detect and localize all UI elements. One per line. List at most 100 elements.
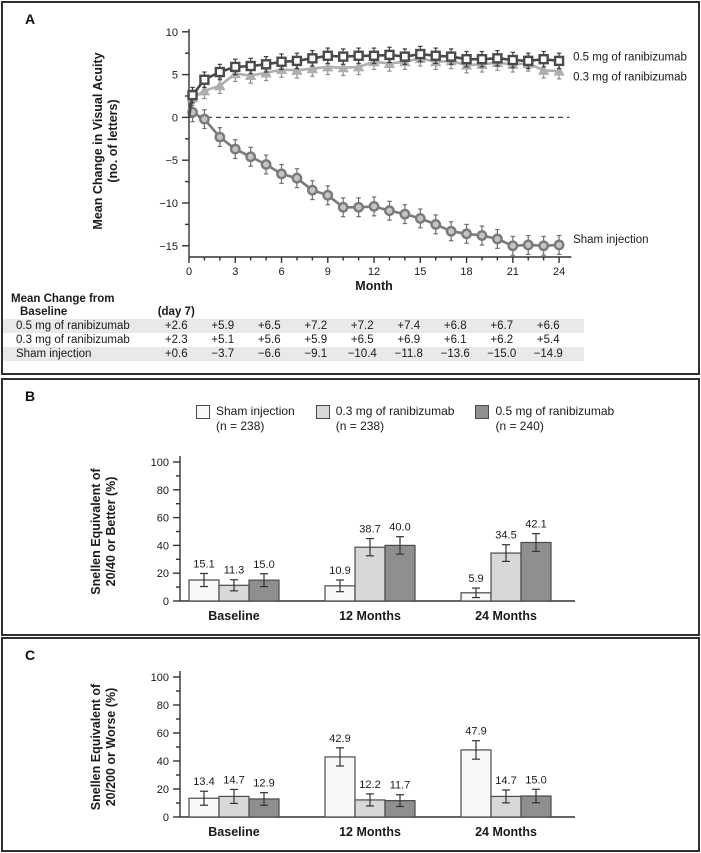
x-tick-label: 21 — [507, 266, 519, 278]
table-cell: −11.8 — [394, 348, 423, 360]
panel-c: C 0 20 40 60 80 100 Snellen Equivalent of 20/20… — [1, 637, 700, 852]
legend-n-label: (n = 240) — [495, 418, 544, 433]
category-label: Baseline — [208, 609, 259, 623]
table-cell: +7.2 — [304, 320, 328, 332]
panel-c-bar-chart: 0 20 40 60 80 100 Snellen Equivalent of 20/200 … — [89, 671, 575, 839]
circle-marker — [245, 151, 257, 163]
table-cell: +2.3 — [164, 334, 188, 346]
table-row: 0.3 mg of ranibizumab +2.3 +5.1 +5.6 +5.9 +6.… — [3, 333, 584, 347]
y-tick-label: −10 — [159, 198, 178, 210]
axes — [182, 29, 572, 263]
x-tick-label: 6 — [278, 266, 284, 278]
y-axis-title-line2: 20/40 or Better (%) — [104, 477, 118, 587]
panel-b-bar-chart: 0 20 40 60 80 100 Snellen Equivalent of 20/40 o… — [89, 456, 575, 623]
axis-labels: 10 5 0 −5 −10 −15 0 3 6 9 12 15 18 21 24 Month Mean Chan… — [91, 27, 565, 292]
bar-group-24-months: 5.9 34.5 42.1 24 Months — [460, 519, 552, 623]
circle-marker — [430, 218, 442, 230]
bar-value-label: 15.1 — [193, 558, 214, 570]
series-line — [187, 110, 560, 248]
table-cell: −6.6 — [257, 348, 281, 360]
category-label: 24 Months — [475, 609, 537, 623]
table-cell: −3.7 — [211, 348, 235, 360]
legend-n-label: (n = 238) — [216, 418, 265, 433]
bar-value-label: 12.2 — [359, 779, 380, 791]
error-bar — [200, 572, 208, 588]
panel-b-letter: B — [25, 388, 36, 404]
legend-series-name: Sham injection — [216, 404, 295, 418]
square-marker — [523, 55, 534, 67]
bar — [324, 756, 356, 818]
y-tick-label: 60 — [157, 728, 169, 740]
circle-marker — [461, 228, 472, 240]
circle-marker — [553, 239, 565, 251]
y-tick-label: 60 — [157, 513, 169, 525]
legend-series-name: 0.5 mg of ranibizumab — [495, 404, 615, 418]
panel-a-line-chart: 10 5 0 −5 −10 −15 0 3 6 9 12 15 18 21 24 Month Mean Chan… — [91, 27, 687, 292]
circle-marker — [414, 213, 426, 224]
bar-value-label: 47.9 — [465, 726, 486, 738]
legend-label: Sham injection (n = 238) — [216, 404, 295, 433]
circle-marker — [306, 184, 318, 196]
square-marker — [338, 51, 349, 62]
y-tick-label: 100 — [151, 457, 169, 469]
bar-value-label: 10.9 — [329, 565, 350, 577]
panel-a: A 10 5 0 −5 −10 −15 0 3 6 9 12 15 18 21 24 Month Mean Ch… — [1, 1, 700, 375]
series-end-label: Sham injection — [573, 234, 648, 246]
panel-b: B Sham injection (n = 238) 0.3 mg of ranib… — [1, 378, 700, 636]
legend: Sham injection (n = 238) 0.3 mg of ranibiz… — [196, 404, 614, 433]
square-marker — [260, 59, 272, 70]
triangle-marker — [245, 69, 257, 80]
triangle-marker — [337, 61, 349, 73]
error-bar — [502, 789, 510, 804]
y-tick-label: 100 — [151, 672, 169, 684]
triangle-marker — [291, 64, 303, 75]
category-label: 12 Months — [339, 825, 401, 839]
square-marker — [430, 50, 441, 61]
bar-value-label: 12.9 — [253, 778, 274, 790]
circle-marker — [291, 172, 303, 184]
x-tick-label: 24 — [553, 266, 565, 278]
circle-marker — [229, 143, 241, 155]
error-bar — [366, 537, 374, 557]
legend-swatch-0.3-mg-of-ranibizumab — [315, 405, 330, 419]
y-tick-label: 80 — [157, 700, 169, 712]
square-marker — [353, 50, 364, 61]
axes — [173, 671, 575, 818]
error-bar — [366, 793, 374, 807]
legend-series-name: 0.3 mg of ranibizumab — [335, 404, 455, 418]
x-tick-label: 9 — [325, 266, 331, 278]
bar-value-label: 14.7 — [495, 775, 516, 787]
table-day7-header: (day 7) — [157, 306, 195, 318]
y-axis-title-line1: Snellen Equivalent of — [89, 467, 103, 594]
y-axis-title-line1: Mean Change in Visual Acuity — [91, 52, 105, 229]
table-cell: +0.6 — [164, 348, 188, 360]
table-cell: −13.6 — [440, 348, 470, 360]
table-cell: +6.9 — [397, 334, 421, 346]
legend-label: 0.3 mg of ranibizumab (n = 238) — [336, 404, 455, 433]
series-markers — [187, 48, 565, 101]
bar-group-baseline: 15.1 11.3 15.0 Baseline — [188, 558, 280, 623]
square-marker — [507, 54, 519, 66]
square-marker — [187, 89, 198, 101]
y-tick-label: −5 — [165, 155, 178, 167]
x-tick-label: 0 — [186, 266, 192, 278]
table-cell: +5.4 — [536, 334, 560, 346]
table-cell: +6.6 — [536, 320, 560, 332]
triangle-marker — [306, 62, 319, 74]
table-row: 0.5 mg of ranibizumab +2.6 +5.9 +6.5 +7.2 +7.… — [3, 319, 584, 333]
error-bar — [230, 788, 238, 805]
circle-marker — [276, 168, 287, 180]
circle-marker — [522, 239, 534, 251]
bar — [460, 749, 492, 818]
table-row: Sham injection +0.6 −3.7 −6.6 −9.1 −10.4 −11.8… — [3, 347, 584, 361]
circle-marker — [214, 131, 226, 143]
square-marker — [399, 51, 411, 62]
table-cell: +6.5 — [257, 320, 281, 332]
error-bar — [472, 587, 480, 599]
y-tick-label: 40 — [157, 540, 169, 552]
bar-value-label: 11.3 — [224, 565, 245, 577]
bar-value-label: 5.9 — [468, 573, 483, 585]
error-bar — [396, 536, 404, 555]
x-tick-label: 15 — [414, 266, 426, 278]
square-marker — [276, 56, 287, 67]
